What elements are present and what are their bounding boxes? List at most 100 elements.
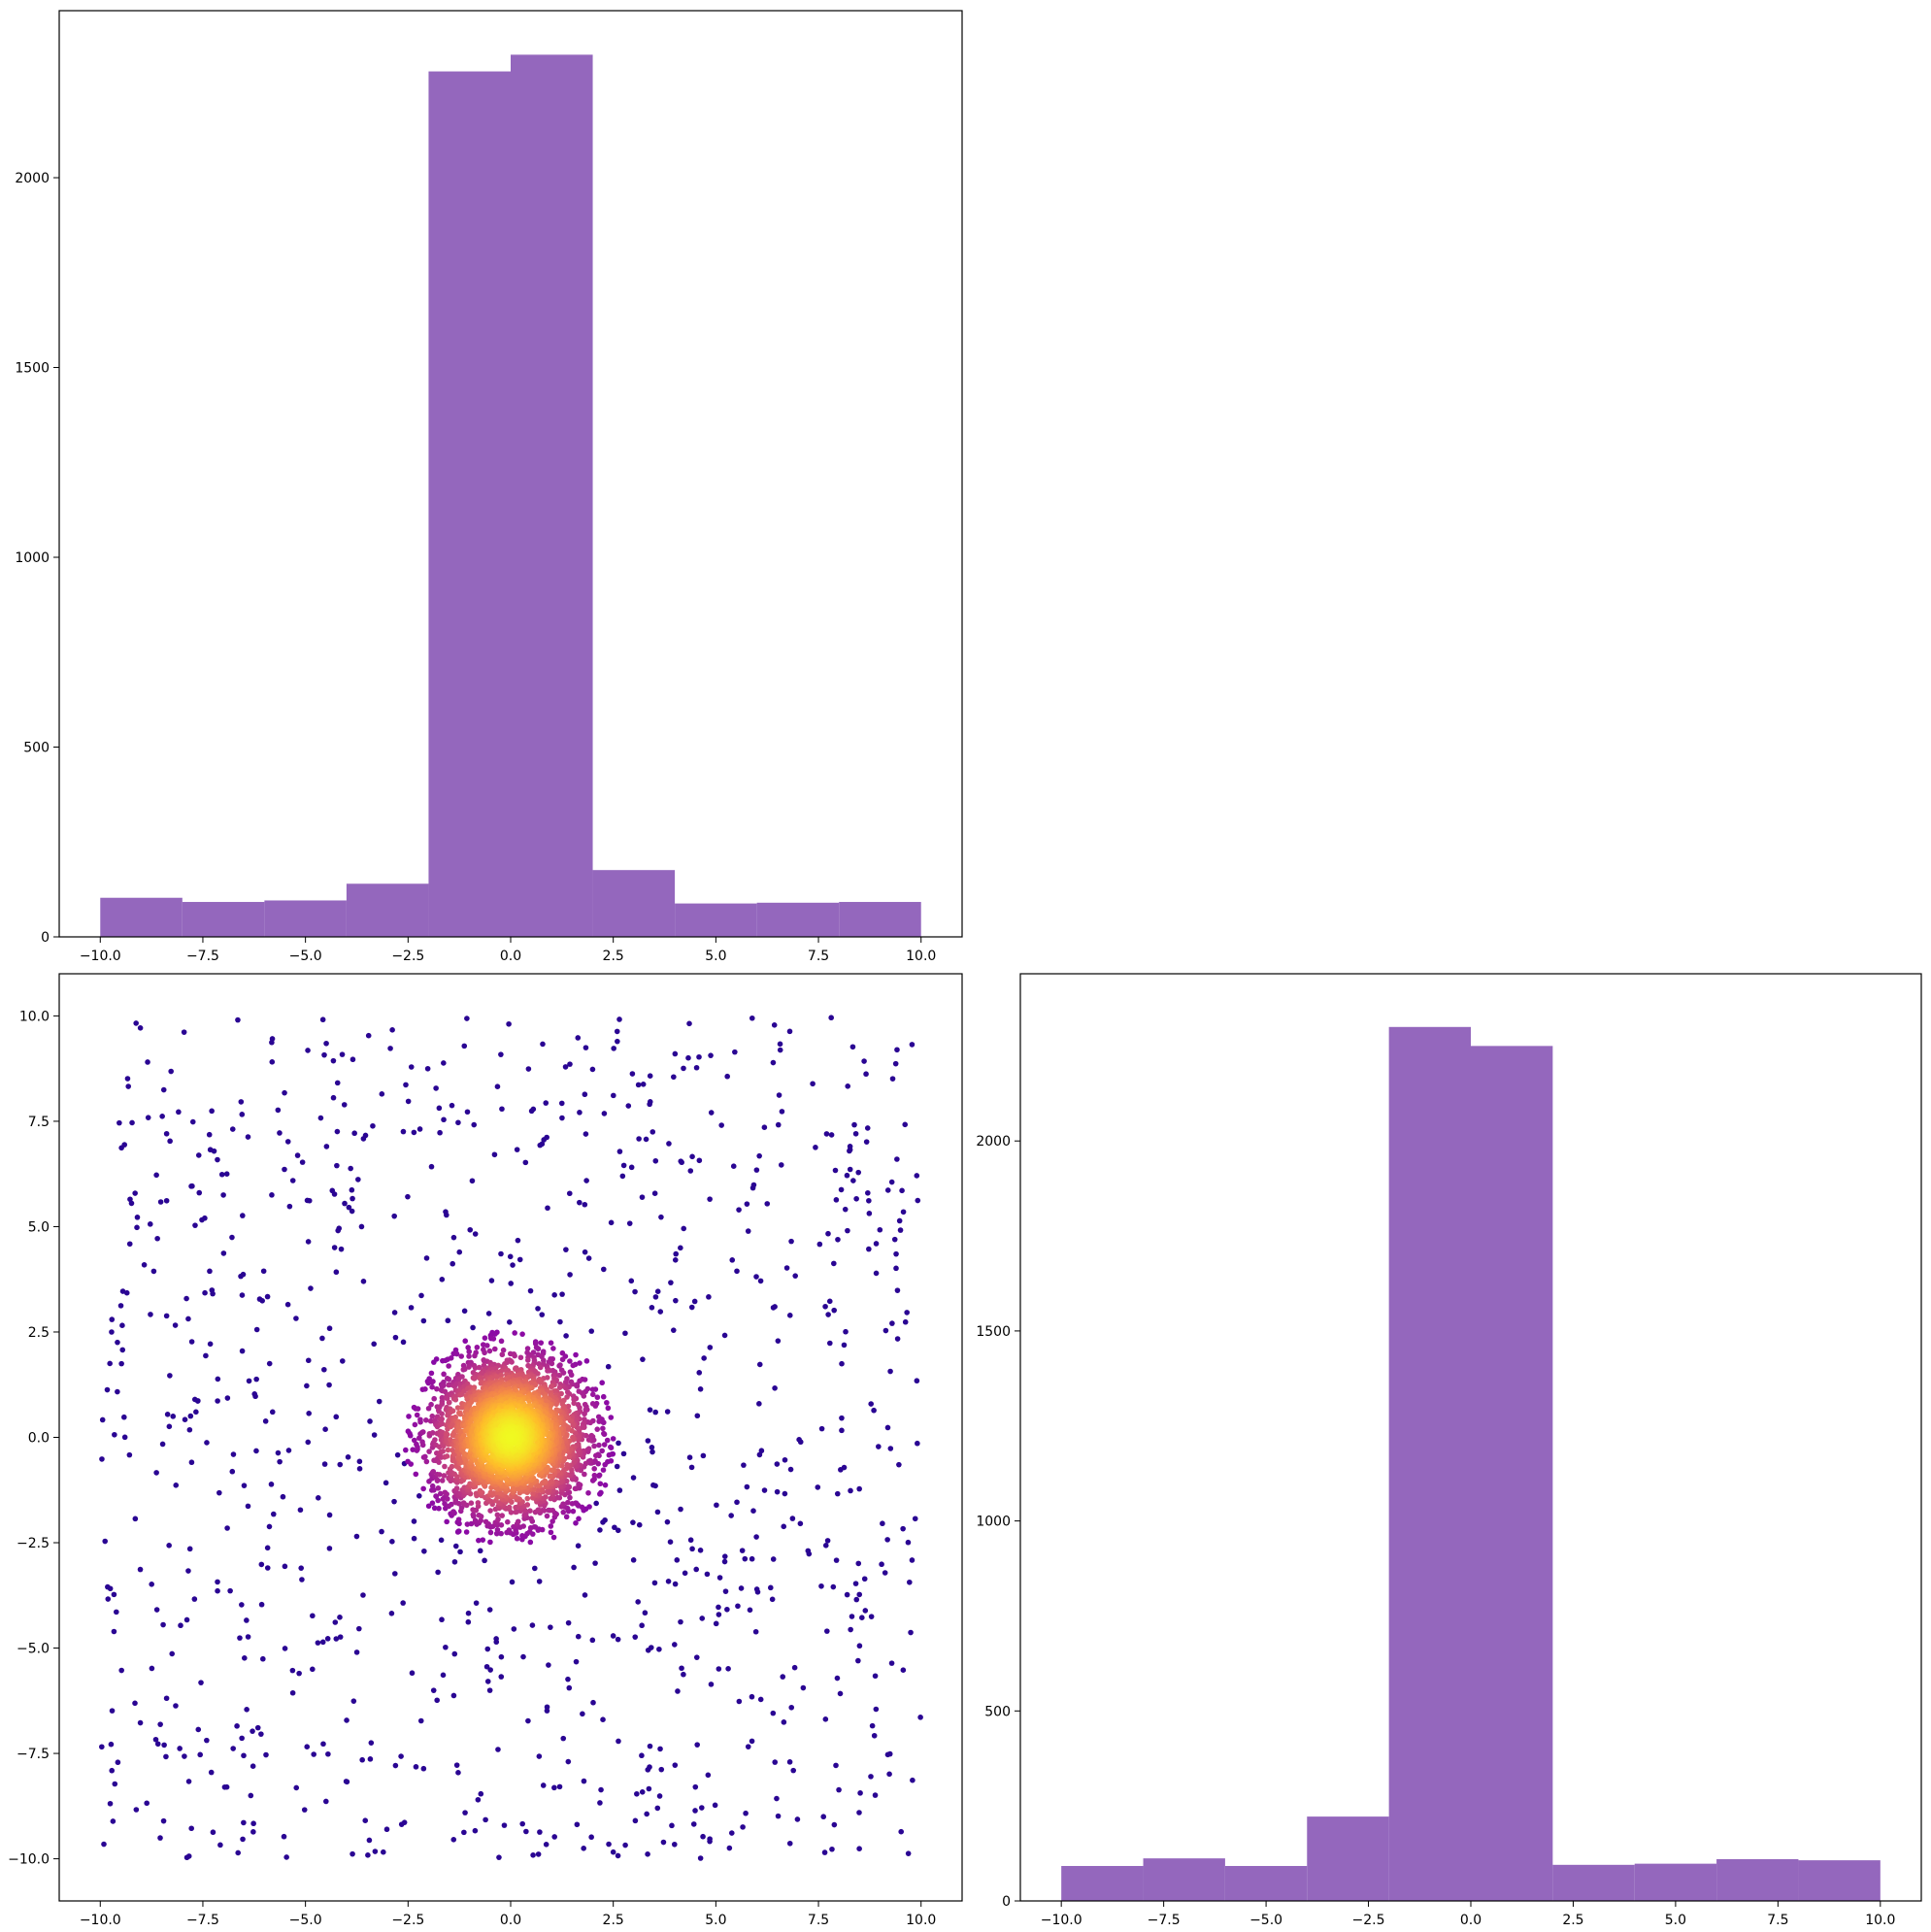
scatter-point (434, 1697, 440, 1704)
scatter-point (258, 1561, 265, 1568)
scatter-point (207, 1268, 213, 1275)
scatter-point (822, 1303, 828, 1310)
scatter-point (99, 1744, 105, 1750)
bottom-right-histogram-xtick-label: −10.0 (1041, 1913, 1082, 1928)
scatter-point (706, 1294, 712, 1300)
scatter-point (349, 1186, 355, 1193)
scatter-point (429, 1500, 436, 1506)
scatter-point (204, 1737, 210, 1744)
scatter-point (598, 1786, 604, 1793)
scatter-point (248, 1792, 254, 1799)
scatter-point (121, 1142, 128, 1148)
scatter-point (435, 1485, 442, 1491)
scatter-point (471, 1121, 478, 1128)
scatter-point (781, 1523, 787, 1530)
scatter-point (198, 1680, 204, 1685)
scatter-point (530, 1486, 537, 1492)
scatter-point (440, 1382, 447, 1389)
scatter-point (282, 1646, 288, 1651)
scatter-point (230, 1451, 237, 1457)
scatter-point (416, 1126, 423, 1132)
scatter-point (297, 1507, 304, 1514)
scatter-point (825, 1312, 831, 1317)
scatter-point (188, 1339, 195, 1345)
scatter-point (117, 1119, 122, 1126)
scatter-point (495, 1747, 501, 1752)
scatter-point (234, 1723, 240, 1729)
scatter-point (884, 1537, 890, 1543)
scatter-point (439, 1394, 446, 1401)
scatter-point (423, 1458, 430, 1465)
scatter-point (398, 1753, 404, 1759)
scatter-point (334, 1080, 341, 1086)
scatter-point (227, 1587, 233, 1594)
scatter-point (856, 1846, 862, 1851)
scatter-point (474, 1344, 481, 1350)
scatter-point (863, 1139, 870, 1145)
scatter-point (728, 1513, 734, 1518)
scatter-point (466, 1353, 472, 1359)
scatter-point (716, 1612, 722, 1617)
scatter-point (672, 1762, 679, 1768)
scatter-point (422, 1386, 428, 1392)
scatter-point (472, 1352, 478, 1359)
scatter-point (403, 1447, 409, 1453)
scatter-point (444, 1395, 450, 1401)
scatter-point (824, 1538, 831, 1544)
scatter-point (435, 1497, 441, 1504)
scatter-point (289, 1667, 296, 1674)
scatter-point (282, 1166, 287, 1173)
scatter-point (531, 1523, 538, 1530)
scatter-point (573, 1351, 579, 1358)
scatter-point (254, 1724, 261, 1731)
scatter-point (215, 1579, 220, 1585)
scatter-point (522, 1159, 529, 1166)
scatter-point (250, 1829, 256, 1835)
bottom-right-histogram-bar-1 (1143, 1858, 1225, 1901)
scatter-point (604, 1437, 611, 1444)
scatter-point (574, 1821, 581, 1828)
scatter-point (350, 1698, 357, 1704)
scatter-point (856, 1810, 862, 1815)
scatter-point (436, 1444, 443, 1450)
scatter-point (115, 1388, 120, 1395)
scatter-point (484, 1679, 491, 1684)
bottom-left-scatter-xtick-label: −2.5 (391, 1913, 424, 1928)
scatter-point (724, 1073, 730, 1080)
scatter-point (356, 1458, 363, 1465)
scatter-point (600, 1467, 607, 1473)
scatter-point (774, 1461, 781, 1467)
scatter-point (822, 1543, 829, 1549)
scatter-point (681, 1671, 686, 1678)
scatter-point (182, 1753, 187, 1759)
scatter-point (434, 1385, 440, 1392)
scatter-point (645, 1851, 650, 1857)
scatter-point (657, 1746, 663, 1752)
scatter-point (596, 1473, 602, 1479)
scatter-point (519, 1820, 525, 1827)
scatter-point (549, 1518, 555, 1524)
scatter-point (324, 1636, 331, 1642)
scatter-point (604, 1399, 610, 1406)
scatter-point (559, 1356, 566, 1363)
scatter-point (238, 1099, 245, 1105)
scatter-point (546, 1507, 551, 1514)
scatter-point (437, 1490, 444, 1497)
scatter-point (392, 1334, 399, 1341)
scatter-point (770, 1556, 777, 1562)
scatter-point (339, 1358, 346, 1364)
bottom-right-histogram-xtick-label: 10.0 (1865, 1913, 1895, 1928)
scatter-point (450, 1692, 457, 1699)
scatter-point (749, 1015, 755, 1021)
scatter-point (652, 1409, 658, 1416)
scatter-point (436, 1459, 442, 1465)
scatter-point (834, 1490, 841, 1497)
scatter-point (600, 1393, 607, 1400)
scatter-point (524, 1346, 531, 1351)
scatter-point (348, 1165, 353, 1172)
scatter-point (420, 1429, 426, 1435)
scatter-point (217, 1842, 223, 1849)
scatter-point (647, 1764, 652, 1770)
scatter-point (109, 1316, 116, 1322)
scatter-point (108, 1741, 115, 1748)
